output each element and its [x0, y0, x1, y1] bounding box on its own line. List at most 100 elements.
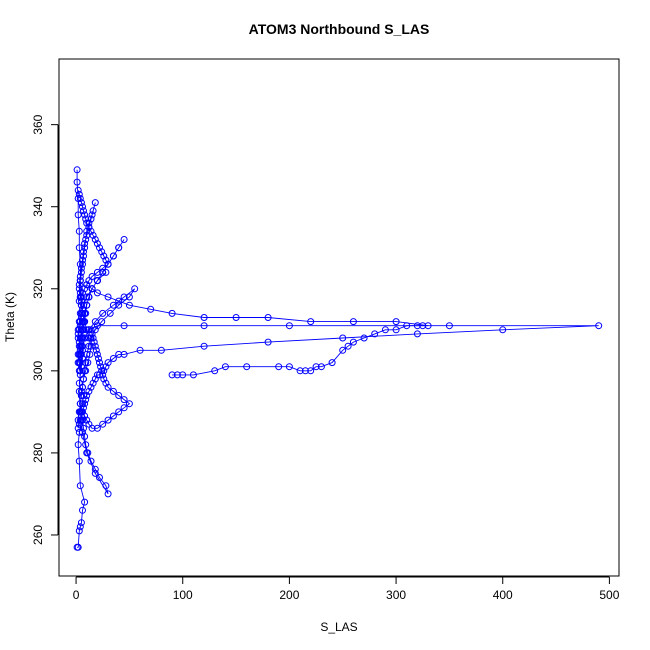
data-point — [120, 236, 128, 243]
data-point — [81, 433, 89, 440]
data-point — [83, 227, 91, 235]
data-point — [104, 383, 112, 391]
data-point — [75, 408, 83, 416]
series-line — [86, 284, 429, 376]
data-point — [80, 248, 87, 256]
data-point — [211, 367, 219, 375]
data-point — [74, 441, 82, 449]
data-point — [131, 285, 139, 293]
data-point — [136, 346, 144, 354]
plot-frame — [58, 58, 620, 577]
data-point — [120, 404, 128, 412]
data-point — [264, 338, 272, 346]
data-point — [99, 268, 107, 276]
data-point — [81, 498, 89, 506]
data-point — [79, 203, 86, 211]
data-point — [79, 383, 86, 391]
data-point — [115, 301, 123, 309]
data-point — [173, 371, 181, 379]
data-point — [85, 223, 93, 231]
data-point — [100, 252, 108, 260]
data-point — [339, 346, 347, 354]
data-point — [109, 355, 117, 362]
data-point — [81, 400, 89, 408]
y-axis: 260 280 300 320 340 360 — [31, 114, 59, 545]
data-point — [81, 367, 89, 375]
data-point — [109, 387, 117, 395]
data-point — [89, 334, 97, 342]
x-tick-label: 0 — [73, 588, 80, 602]
data-point — [76, 523, 84, 531]
data-point — [75, 318, 83, 326]
data-point — [403, 322, 411, 330]
data-point — [79, 326, 86, 334]
data-point — [75, 428, 83, 436]
y-tick-label: 340 — [31, 196, 45, 216]
data-point — [77, 268, 85, 276]
y-axis-label: Theta (K) — [3, 292, 17, 342]
data-point — [98, 367, 106, 375]
data-point — [75, 297, 83, 305]
data-point — [76, 277, 84, 285]
data-point — [106, 309, 114, 317]
data-point — [157, 346, 165, 354]
data-point — [91, 375, 99, 383]
data-point — [95, 355, 102, 362]
x-tick-label: 100 — [173, 588, 193, 602]
data-point — [312, 363, 320, 371]
data-point — [77, 199, 85, 207]
data-point — [88, 285, 96, 293]
data-point — [232, 314, 240, 321]
data-point — [75, 457, 83, 465]
data-point — [75, 190, 83, 198]
data-point — [200, 322, 208, 330]
data-point — [349, 318, 357, 326]
data-point — [87, 326, 95, 334]
data-point — [91, 469, 99, 477]
data-point — [74, 424, 82, 432]
data-point — [81, 412, 89, 420]
data-point — [87, 227, 95, 235]
data-point — [83, 416, 91, 424]
data-point — [102, 363, 110, 371]
data-point — [74, 186, 82, 194]
data-point — [85, 293, 93, 301]
data-point — [381, 326, 389, 334]
data-point — [99, 264, 107, 272]
data-point — [99, 371, 107, 379]
series-line — [77, 190, 109, 302]
data-point — [317, 363, 325, 371]
data-point — [99, 309, 107, 317]
data-point — [392, 318, 400, 326]
x-tick-label: 300 — [386, 588, 406, 602]
data-point — [285, 363, 293, 371]
data-point — [77, 387, 85, 395]
data-point — [243, 363, 251, 371]
data-point — [80, 318, 87, 326]
data-point — [76, 342, 84, 350]
data-point — [200, 342, 208, 350]
data-point — [76, 260, 84, 268]
x-tick-label: 500 — [599, 588, 619, 602]
data-point — [79, 260, 86, 268]
data-point — [93, 268, 101, 276]
data-point — [371, 330, 379, 338]
data-point — [81, 285, 89, 293]
data-point — [74, 334, 82, 342]
data-point — [77, 392, 85, 399]
data-point — [168, 371, 176, 379]
data-point — [82, 236, 90, 243]
data-point — [301, 367, 309, 375]
data-point — [339, 334, 347, 342]
data-point — [97, 363, 105, 371]
data-point — [93, 371, 101, 379]
data-point — [102, 482, 110, 490]
data-point — [104, 359, 112, 367]
data-point — [104, 490, 112, 498]
data-point — [83, 449, 91, 457]
data-point — [100, 375, 108, 383]
data-point — [91, 318, 99, 326]
data-point — [120, 350, 128, 358]
data-point — [93, 240, 101, 248]
